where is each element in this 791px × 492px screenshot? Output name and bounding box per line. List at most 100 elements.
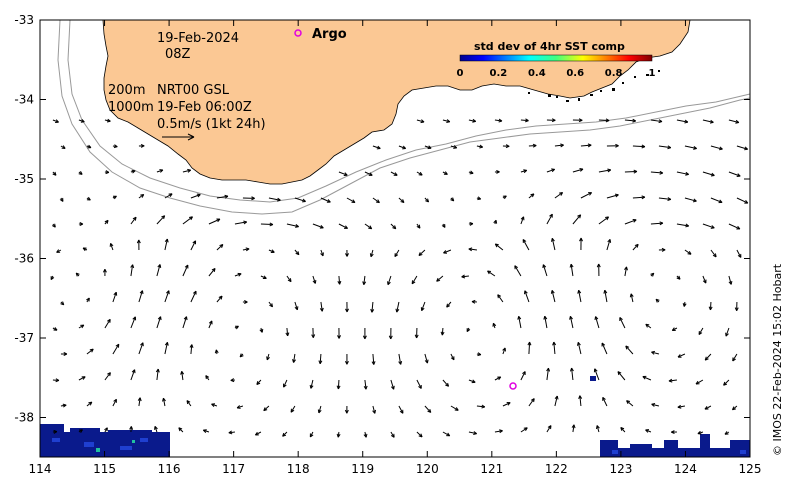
current-vector xyxy=(136,239,141,251)
current-vector xyxy=(260,222,274,227)
current-vector xyxy=(156,264,162,277)
current-vector xyxy=(78,171,83,175)
current-vector xyxy=(650,221,664,226)
current-vector xyxy=(677,353,686,358)
current-vector xyxy=(390,379,395,390)
current-vector xyxy=(395,301,400,313)
current-vector xyxy=(598,118,610,123)
current-vector xyxy=(651,403,660,407)
current-vector xyxy=(86,196,91,201)
current-vector xyxy=(216,295,223,303)
current-vector xyxy=(702,119,714,124)
plot-border xyxy=(39,19,751,458)
current-vector xyxy=(51,223,56,228)
current-vector xyxy=(632,144,646,149)
current-vector xyxy=(156,215,166,225)
current-vector xyxy=(606,143,619,148)
current-vector xyxy=(268,249,275,254)
current-vector xyxy=(645,429,652,433)
current-vector xyxy=(671,430,677,435)
current-vector xyxy=(182,316,188,329)
current-vector xyxy=(338,171,348,176)
current-vector xyxy=(414,327,419,339)
current-vector xyxy=(398,353,403,365)
current-vector xyxy=(502,402,511,407)
current-vector xyxy=(371,353,376,365)
current-vector xyxy=(390,223,397,230)
current-vector xyxy=(725,327,730,337)
current-vector xyxy=(704,353,712,361)
current-vector xyxy=(682,301,687,307)
current-vector xyxy=(337,275,342,285)
current-vector xyxy=(502,195,507,200)
current-vector xyxy=(130,169,136,174)
current-vector xyxy=(182,168,192,173)
current-vector xyxy=(345,301,349,313)
current-vector xyxy=(442,171,448,175)
product-time-label: 19-Feb 06:00Z xyxy=(157,100,252,115)
current-vector xyxy=(728,275,733,285)
current-vector xyxy=(710,249,717,258)
current-vector xyxy=(450,197,455,202)
current-vector xyxy=(617,371,626,381)
scale-arrow xyxy=(162,133,195,141)
current-vector xyxy=(320,197,331,203)
current-vector xyxy=(528,398,535,407)
current-vector xyxy=(283,379,288,388)
current-vector xyxy=(702,275,707,284)
current-vector xyxy=(651,350,660,355)
current-vector xyxy=(180,371,185,381)
current-vector xyxy=(78,376,86,381)
current-vector xyxy=(569,315,574,329)
current-vector xyxy=(268,301,273,308)
colorbar-tick-label: 0.4 xyxy=(528,68,546,79)
current-vector xyxy=(104,170,110,175)
current-vector xyxy=(572,214,582,225)
current-vector xyxy=(450,145,458,149)
current-vector xyxy=(676,223,690,228)
current-vector xyxy=(129,426,134,433)
current-vector xyxy=(290,405,296,413)
current-vector xyxy=(211,403,218,407)
current-vector xyxy=(676,119,689,124)
current-vector xyxy=(450,405,459,411)
colorbar xyxy=(459,54,653,62)
contour-200m xyxy=(57,19,751,215)
current-vector xyxy=(728,223,741,230)
current-vector xyxy=(363,431,368,438)
current-vector xyxy=(312,275,317,284)
current-vector xyxy=(528,143,537,148)
current-vector xyxy=(476,144,484,149)
current-vector xyxy=(208,218,221,225)
current-vector xyxy=(632,243,639,251)
current-vector xyxy=(546,213,553,225)
current-vector xyxy=(520,118,529,123)
current-vector xyxy=(550,290,556,303)
current-vector xyxy=(492,322,497,329)
x-axis: 114 115 116 117 118 119 120 121 122 123 124 125 xyxy=(29,20,761,476)
current-vector xyxy=(658,247,666,252)
current-vector xyxy=(418,249,426,257)
current-vector xyxy=(650,272,655,277)
current-vector xyxy=(594,316,600,329)
current-vector xyxy=(282,431,288,437)
current-vector xyxy=(130,369,136,381)
current-vector xyxy=(494,376,502,381)
current-vector xyxy=(520,371,526,381)
current-vector xyxy=(294,249,300,256)
current-vector xyxy=(390,431,395,438)
y-tick-label: -33 xyxy=(14,13,34,27)
current-vector xyxy=(216,244,224,251)
current-vector xyxy=(363,379,368,390)
current-vector xyxy=(102,268,107,277)
hour-label: 08Z xyxy=(165,47,191,62)
current-vector xyxy=(658,197,672,202)
argo-float-marker[interactable] xyxy=(509,382,517,390)
current-vector xyxy=(554,192,564,199)
current-vector xyxy=(736,249,742,258)
current-vector xyxy=(336,431,341,438)
current-vector xyxy=(182,216,193,225)
current-vector xyxy=(554,395,559,407)
current-vector xyxy=(624,218,637,225)
